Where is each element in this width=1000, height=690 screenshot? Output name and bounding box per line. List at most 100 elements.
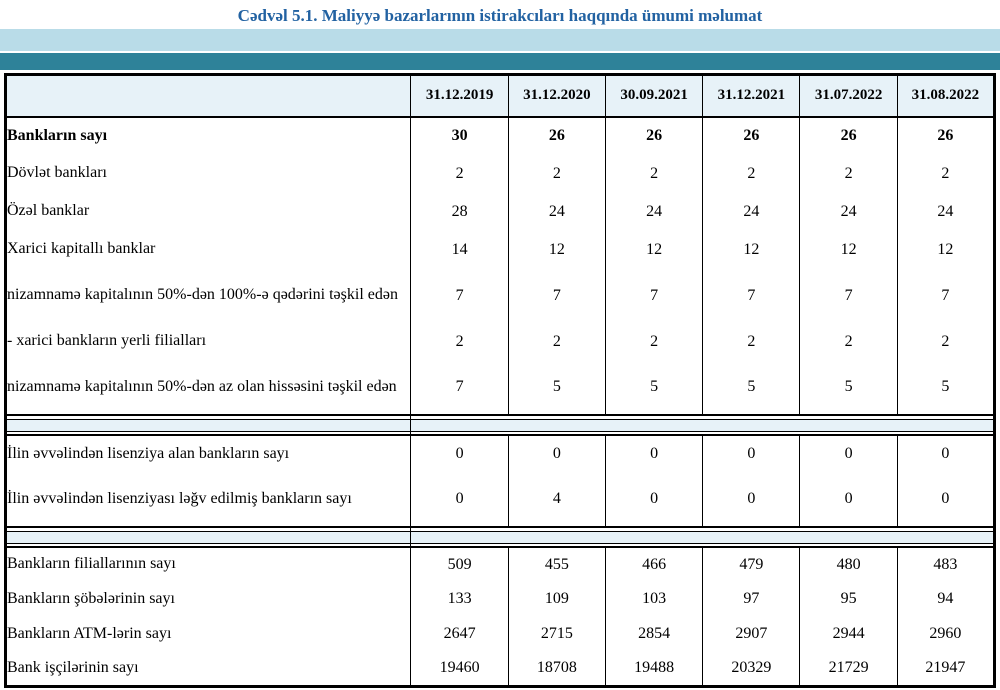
cell-value: 14 bbox=[410, 230, 509, 269]
row-label: Bank işçilərinin sayı bbox=[5, 651, 412, 687]
cell-value: 2 bbox=[896, 154, 995, 193]
separator-cell bbox=[410, 413, 995, 436]
table-row: İlin əvvəlindən lisenziyası ləğv edilmiş… bbox=[5, 472, 995, 527]
cell-value: 2 bbox=[410, 322, 509, 361]
cell-value: 24 bbox=[896, 192, 995, 231]
cell-value: 7 bbox=[507, 268, 606, 323]
column-header-date: 31.08.2022 bbox=[896, 74, 995, 118]
cell-value: 21947 bbox=[896, 651, 995, 687]
table-row: Bank işçilərinin sayı 19460 18708 19488 2032… bbox=[5, 651, 995, 687]
cell-value: 133 bbox=[410, 581, 509, 617]
cell-value: 0 bbox=[604, 434, 703, 473]
cell-value: 19460 bbox=[410, 651, 509, 687]
cell-value: 0 bbox=[410, 434, 509, 473]
cell-value: 2 bbox=[410, 154, 509, 193]
table-header: 31.12.2019 31.12.2020 30.09.2021 31.12.2021… bbox=[5, 74, 995, 118]
row-label: Özəl banklar bbox=[5, 192, 412, 231]
cell-value: 12 bbox=[896, 230, 995, 269]
cell-value: 95 bbox=[799, 581, 898, 617]
cell-value: 2 bbox=[702, 154, 800, 193]
column-header-date: 31.12.2021 bbox=[702, 74, 800, 118]
cell-value: 26 bbox=[604, 116, 703, 155]
cell-value: 2 bbox=[507, 154, 606, 193]
separator-cell bbox=[410, 525, 995, 548]
cell-value: 0 bbox=[799, 472, 898, 527]
cell-value: 26 bbox=[799, 116, 898, 155]
section-separator bbox=[5, 413, 995, 436]
cell-value: 12 bbox=[507, 230, 606, 269]
cell-value: 480 bbox=[799, 546, 898, 582]
table-row: nizamnamə kapitalının 50%-dən 100%-ə qəd… bbox=[5, 268, 995, 323]
cell-value: 7 bbox=[799, 268, 898, 323]
column-header-date: 30.09.2021 bbox=[604, 74, 703, 118]
cell-value: 103 bbox=[604, 581, 703, 617]
cell-value: 2960 bbox=[896, 616, 995, 652]
row-label: Bankların sayı bbox=[5, 116, 412, 155]
cell-value: 0 bbox=[702, 472, 800, 527]
separator-cell bbox=[5, 525, 412, 548]
cell-value: 0 bbox=[896, 472, 995, 527]
cell-value: 2 bbox=[604, 322, 703, 361]
cell-value: 26 bbox=[896, 116, 995, 155]
cell-value: 5 bbox=[896, 360, 995, 415]
cell-value: 7 bbox=[410, 360, 509, 415]
cell-value: 455 bbox=[507, 546, 606, 582]
row-label: - xarici bankların yerli filialları bbox=[5, 322, 412, 361]
table-row: İlin əvvəlindən lisenziya alan bankların… bbox=[5, 434, 995, 473]
decorative-band-gap bbox=[0, 51, 1000, 53]
table-row: Xarici kapitallı banklar 14 12 12 12 12 12 bbox=[5, 230, 995, 269]
table-body: Bankların sayı 30 26 26 26 26 26 Dövlət banklar… bbox=[5, 116, 995, 687]
cell-value: 5 bbox=[604, 360, 703, 415]
table-row: Bankların ATM-lərin sayı 2647 2715 2854 2907… bbox=[5, 616, 995, 652]
row-label: nizamnamə kapitalının 50%-dən 100%-ə qəd… bbox=[5, 268, 412, 323]
cell-value: 7 bbox=[410, 268, 509, 323]
row-label: Xarici kapitallı banklar bbox=[5, 230, 412, 269]
financial-participants-table: 31.12.2019 31.12.2020 30.09.2021 31.12.2021… bbox=[4, 73, 996, 688]
section-separator bbox=[5, 525, 995, 548]
column-header-date: 31.12.2020 bbox=[507, 74, 606, 118]
cell-value: 109 bbox=[507, 581, 606, 617]
cell-value: 2 bbox=[604, 154, 703, 193]
cell-value: 24 bbox=[799, 192, 898, 231]
cell-value: 2 bbox=[702, 322, 800, 361]
cell-value: 2907 bbox=[702, 616, 800, 652]
cell-value: 509 bbox=[410, 546, 509, 582]
separator-cell bbox=[5, 413, 412, 436]
cell-value: 2 bbox=[896, 322, 995, 361]
cell-value: 0 bbox=[702, 434, 800, 473]
table-row: Bankların filiallarının sayı 509 455 466 479… bbox=[5, 546, 995, 582]
table-row: Bankların sayı 30 26 26 26 26 26 bbox=[5, 116, 995, 155]
page-title: Cədvəl 5.1. Maliyyə bazarlarının istirak… bbox=[237, 6, 763, 25]
cell-value: 28 bbox=[410, 192, 509, 231]
cell-value: 97 bbox=[702, 581, 800, 617]
cell-value: 5 bbox=[507, 360, 606, 415]
decorative-band-light bbox=[0, 29, 1000, 51]
cell-value: 0 bbox=[410, 472, 509, 527]
table-row: Özəl banklar 28 24 24 24 24 24 bbox=[5, 192, 995, 231]
table-row: Dövlət bankları 2 2 2 2 2 2 bbox=[5, 154, 995, 193]
row-label: İlin əvvəlindən lisenziyası ləğv edilmiş… bbox=[5, 472, 412, 527]
cell-value: 2 bbox=[507, 322, 606, 361]
column-header-date: 31.12.2019 bbox=[410, 74, 509, 118]
column-header-date: 31.07.2022 bbox=[799, 74, 898, 118]
cell-value: 26 bbox=[702, 116, 800, 155]
cell-value: 479 bbox=[702, 546, 800, 582]
row-label: Bankların filiallarının sayı bbox=[5, 546, 412, 582]
cell-value: 7 bbox=[702, 268, 800, 323]
decorative-band-teal bbox=[0, 53, 1000, 70]
table-row: - xarici bankların yerli filialları 2 2 2 2 2… bbox=[5, 322, 995, 361]
table-row: Bankların şöbələrinin sayı 133 109 103 97 95 9… bbox=[5, 581, 995, 617]
cell-value: 19488 bbox=[604, 651, 703, 687]
cell-value: 24 bbox=[604, 192, 703, 231]
row-label: İlin əvvəlindən lisenziya alan bankların… bbox=[5, 434, 412, 473]
cell-value: 94 bbox=[896, 581, 995, 617]
cell-value: 0 bbox=[799, 434, 898, 473]
cell-value: 4 bbox=[507, 472, 606, 527]
cell-value: 18708 bbox=[507, 651, 606, 687]
cell-value: 2944 bbox=[799, 616, 898, 652]
row-label: Dövlət bankları bbox=[5, 154, 412, 193]
table-container: 31.12.2019 31.12.2020 30.09.2021 31.12.2021… bbox=[4, 73, 996, 688]
cell-value: 24 bbox=[702, 192, 800, 231]
cell-value: 7 bbox=[604, 268, 703, 323]
cell-value: 2854 bbox=[604, 616, 703, 652]
